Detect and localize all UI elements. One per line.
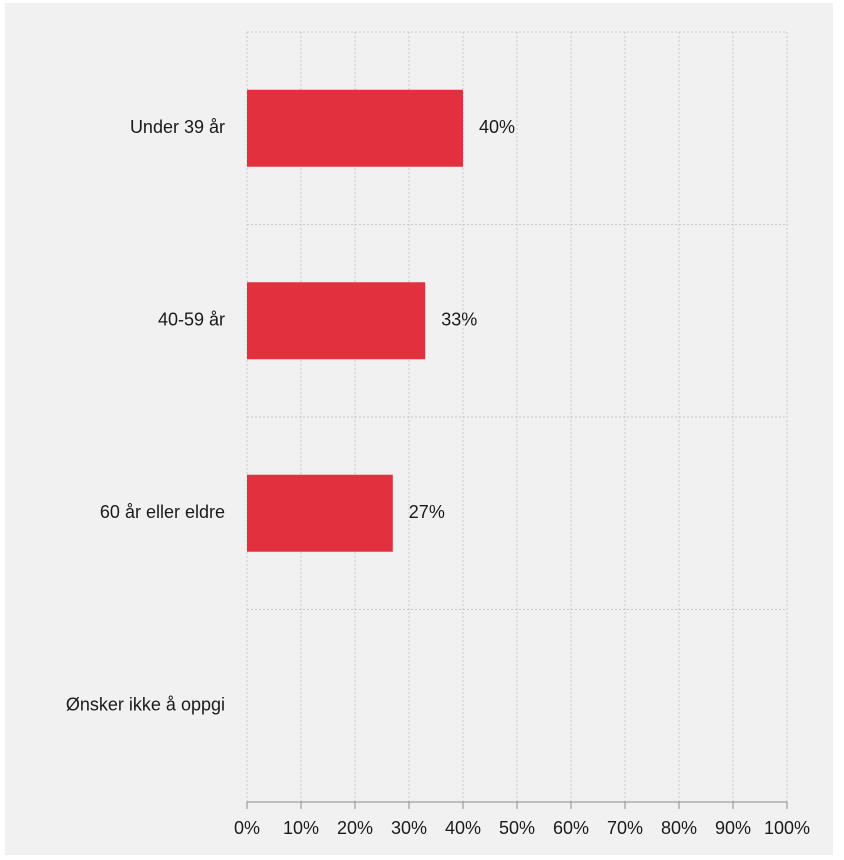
bar [247,282,426,360]
bar [247,89,463,167]
x-tick-label: 20% [337,818,373,838]
data-label: 40% [479,117,515,137]
x-tick-label: 30% [391,818,427,838]
data-label: 27% [409,502,445,522]
bar [247,474,393,552]
x-tick-label: 0% [234,818,260,838]
x-tick-label: 70% [607,818,643,838]
x-tick-label: 40% [445,818,481,838]
category-label: 40-59 år [158,310,225,330]
category-label: 60 år eller eldre [100,502,225,522]
x-tick-label: 50% [499,818,535,838]
x-tick-label: 60% [553,818,589,838]
data-label: 33% [441,310,477,330]
x-tick-label: 80% [661,818,697,838]
x-tick-label: 10% [283,818,319,838]
x-tick-label: 90% [715,818,751,838]
x-tick-label: 100% [764,818,810,838]
category-label: Ønsker ikke å oppgi [66,695,225,715]
category-label: Under 39 år [130,117,225,137]
